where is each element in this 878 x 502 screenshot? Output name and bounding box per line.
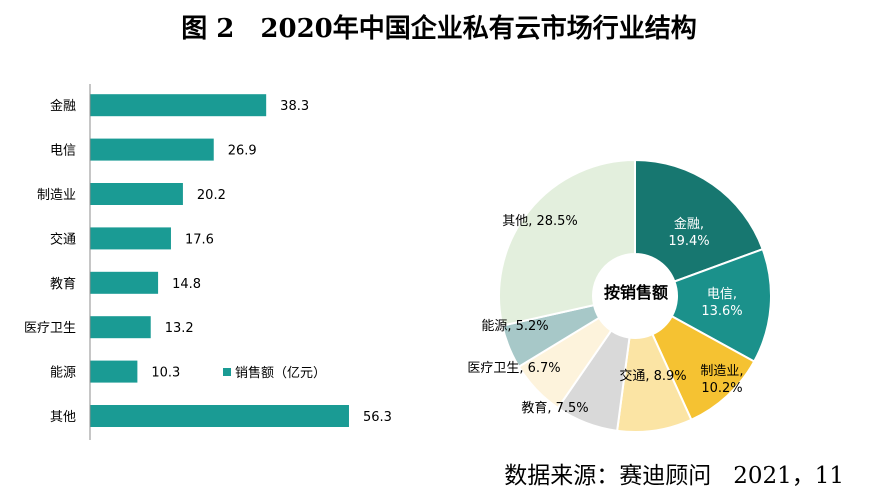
bar-value-label: 17.6: [185, 232, 214, 247]
donut-slice-label: 医疗卫生, 6.7%: [467, 361, 560, 376]
bar-value-label: 10.3: [151, 366, 180, 381]
donut-slice-label: 制造业, 10.2%: [700, 364, 743, 396]
donut-slice-label-line: 电信,: [707, 287, 737, 302]
bar-value-label: 26.9: [228, 144, 257, 159]
donut-slice-label-line: 交通, 8.9%: [619, 368, 686, 384]
bar-2: [90, 138, 214, 161]
bar-value-label: 38.3: [280, 99, 309, 114]
donut-slice-label: 教育, 7.5%: [521, 400, 588, 416]
donut-slice-label: 电信, 13.6%: [701, 287, 742, 319]
donut-slice-label-line: 金融,: [674, 216, 704, 232]
donut-slice-label-line: 医疗卫生, 6.7%: [467, 361, 560, 376]
figure-title-text: 2020年中国企业私有云市场行业结构: [260, 14, 697, 44]
bar-category-label: 能源: [50, 366, 76, 381]
bar-5: [90, 271, 159, 294]
bar-category-label: 金融: [50, 98, 76, 114]
bar-category-label: 教育: [50, 276, 76, 292]
donut-slice-2: [670, 247, 772, 363]
bar-category-label: 其他: [50, 410, 76, 425]
donut-slice-1: [634, 158, 764, 283]
donut-slice-label: 其他, 28.5%: [502, 214, 578, 229]
bar-category-label: 交通: [50, 231, 76, 247]
legend-swatch: [223, 368, 231, 376]
bar-value-label: 14.8: [172, 277, 201, 292]
bar-value-label: 20.2: [197, 188, 226, 203]
donut-slice-label-line: 19.4%: [668, 234, 709, 249]
bar-1: [90, 94, 267, 117]
donut-slice-label: 交通, 8.9%: [619, 368, 686, 384]
figure-number: 图 2: [181, 14, 235, 44]
source-label: 数据来源：赛迪顾问: [504, 463, 712, 489]
bar-category-label: 电信: [50, 144, 76, 159]
donut-slices: [498, 158, 772, 433]
bar-marks: 金融 38.3 电信 26.9 制造业 20.2 交通 17.6 教育 14.8 医疗卫生 13.2 能…: [24, 94, 392, 427]
bar-6: [90, 316, 151, 339]
donut-slice-8: [498, 158, 636, 327]
bar-chart: 金融 38.3 电信 26.9 制造业 20.2 交通 17.6 教育 14.8 医疗卫生 13.2 能…: [24, 84, 392, 440]
data-source: 数据来源：赛迪顾问 2021，11: [504, 456, 844, 490]
donut-labels: 金融, 19.4% 电信, 13.6% 制造业, 10.2% 交通, 8.9% 教育, 7.5…: [467, 214, 743, 416]
figure-title: 图 2 2020年中国企业私有云市场行业结构: [0, 8, 878, 45]
bar-8: [90, 405, 349, 427]
donut-slice-label-line: 10.2%: [701, 381, 742, 396]
bar-4: [90, 227, 171, 250]
donut-center-label: 按销售额: [604, 283, 668, 302]
donut-chart: 金融, 19.4% 电信, 13.6% 制造业, 10.2% 交通, 8.9% 教育, 7.5…: [467, 158, 772, 433]
bar-category-label: 医疗卫生: [24, 321, 76, 336]
donut-slice-label: 金融, 19.4%: [668, 216, 709, 249]
donut-slice-label-line: 13.6%: [701, 304, 742, 319]
source-date: 2021，11: [733, 463, 844, 489]
donut-slice-label-line: 制造业,: [700, 364, 743, 379]
bar-legend: 销售额（亿元）: [223, 365, 326, 381]
bar-3: [90, 183, 183, 205]
bar-value-label: 56.3: [363, 410, 392, 425]
donut-slice-label-line: 能源, 5.2%: [481, 319, 548, 334]
donut-slice-label: 能源, 5.2%: [481, 319, 548, 334]
bar-7: [90, 360, 138, 383]
donut-slice-label-line: 教育, 7.5%: [521, 400, 588, 416]
bar-value-label: 13.2: [165, 321, 194, 336]
donut-slice-label-line: 其他, 28.5%: [502, 214, 578, 229]
legend-label: 销售额（亿元）: [235, 365, 326, 381]
bar-category-label: 制造业: [37, 188, 76, 203]
